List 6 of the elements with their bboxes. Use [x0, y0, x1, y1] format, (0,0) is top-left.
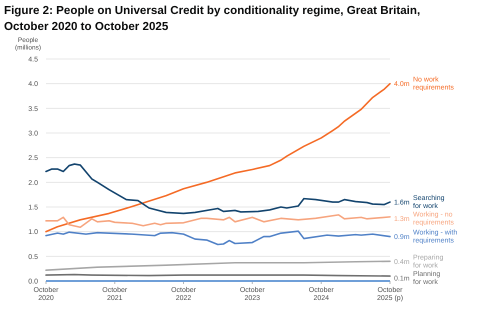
- line-series: [45, 214, 391, 228]
- line-series: [45, 260, 391, 271]
- line-series: [45, 230, 391, 246]
- line-series: [45, 163, 391, 214]
- line-series: [45, 82, 391, 232]
- chart-title: Figure 2: People on Universal Credit by conditionality regime, Great Britain, October 2020 to October 2025: [4, 4, 420, 33]
